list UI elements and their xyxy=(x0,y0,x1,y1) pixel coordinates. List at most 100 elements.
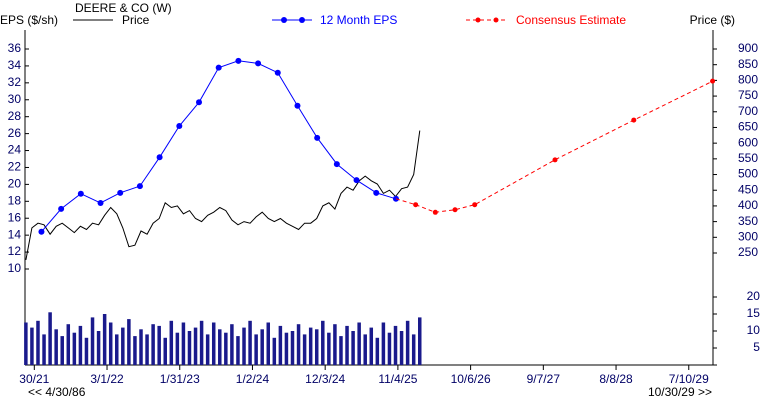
series-point xyxy=(255,60,262,67)
y-tick-label: 34 xyxy=(8,58,22,72)
volume-bar xyxy=(24,322,28,365)
volume-bar xyxy=(175,332,180,365)
volume-bar xyxy=(48,312,52,365)
volume-bar xyxy=(96,331,101,365)
chart-title: DEERE & CO (W) xyxy=(75,1,172,15)
series-point xyxy=(136,183,143,190)
x-tick-label: 10/6/26 xyxy=(451,372,491,386)
future-link[interactable]: 10/30/29 >> xyxy=(648,385,712,399)
x-tick-label: 9/7/27 xyxy=(527,372,561,386)
series-point xyxy=(176,123,183,129)
volume-bar xyxy=(272,337,277,365)
x-tick-label: 1/2/24 xyxy=(236,372,270,386)
series-point xyxy=(294,102,301,109)
volume-bar xyxy=(42,334,46,365)
y2-tick-label: 850 xyxy=(738,57,758,71)
legend-marker xyxy=(475,17,481,23)
volume-bar xyxy=(127,319,131,365)
volume-bar xyxy=(115,334,119,365)
volume-tick-label: 10000 xyxy=(747,323,760,337)
volume-bar xyxy=(381,322,386,365)
y-tick-label: 22 xyxy=(8,160,22,174)
volume-bar xyxy=(284,332,289,365)
series-point xyxy=(58,205,65,212)
series-point xyxy=(156,154,163,161)
volume-bar xyxy=(60,336,64,365)
x-tick-label: 30/21 xyxy=(19,372,49,386)
series-point xyxy=(432,209,438,215)
volume-tick-label: 5000 xyxy=(753,340,760,354)
series-point xyxy=(38,228,45,235)
volume-bar xyxy=(278,325,283,365)
series-point xyxy=(215,64,222,71)
volume-bar xyxy=(84,337,89,365)
legend-label: 12 Month EPS xyxy=(320,13,397,27)
volume-bar xyxy=(108,322,113,365)
series-point xyxy=(452,207,458,213)
volume-bar xyxy=(321,320,325,365)
volume-bar xyxy=(314,329,319,365)
volume-bar xyxy=(339,336,343,365)
volume-bar xyxy=(90,317,95,365)
volume-bar xyxy=(151,324,155,365)
volume-bar xyxy=(363,334,367,365)
y2-tick-label: 750 xyxy=(738,88,758,102)
volume-bar xyxy=(36,320,40,365)
volume-bar xyxy=(169,320,174,365)
y-tick-label: 16 xyxy=(8,210,22,224)
legend-label: Price xyxy=(122,13,150,27)
y2-tick-label: 300 xyxy=(738,229,758,243)
x-tick-label: 11/4/25 xyxy=(378,372,417,386)
volume-bar xyxy=(193,327,198,365)
volume-bar xyxy=(333,324,337,365)
x-tick-label: 3/1/22 xyxy=(90,372,124,386)
volume-bar xyxy=(260,329,264,365)
series-line xyxy=(25,130,421,260)
series-point xyxy=(472,202,478,208)
y-tick-label: 12 xyxy=(8,244,22,258)
volume-bar xyxy=(345,325,349,365)
y2-tick-label: 800 xyxy=(738,73,758,87)
volume-tick-label: 15000 xyxy=(747,306,760,320)
volume-bar xyxy=(199,320,204,365)
volume-bar xyxy=(242,327,246,365)
series-point xyxy=(373,189,380,196)
series-point xyxy=(314,134,321,141)
volume-bar xyxy=(145,334,149,365)
x-tick-label: 12/3/24 xyxy=(305,372,345,386)
x-tick-label: 1/31/23 xyxy=(160,372,200,386)
volume-bar xyxy=(181,322,186,365)
y2-tick-label: 550 xyxy=(738,151,758,165)
series-point xyxy=(235,57,242,64)
y2-tick-label: 600 xyxy=(738,135,758,149)
volume-bar xyxy=(308,327,313,365)
series-line xyxy=(415,80,713,213)
y2-tick-label: 250 xyxy=(738,245,758,259)
volume-bar xyxy=(357,322,361,365)
volume-bar xyxy=(405,320,410,365)
series-point xyxy=(631,117,637,123)
y2-tick-label: 450 xyxy=(738,182,758,196)
volume-bar xyxy=(266,322,271,365)
x-tick-label: 8/8/28 xyxy=(599,372,633,386)
legend-marker xyxy=(493,17,499,23)
estimate-connector xyxy=(395,198,416,206)
y-tick-label: 20 xyxy=(8,177,22,191)
volume-bar xyxy=(78,325,83,365)
volume-bar xyxy=(187,331,192,365)
volume-bar xyxy=(399,331,404,365)
series-point xyxy=(117,189,124,196)
volume-bar xyxy=(369,327,374,365)
volume-bar xyxy=(411,334,416,365)
volume-bar xyxy=(254,334,258,365)
y-tick-label: 26 xyxy=(8,126,22,140)
y-tick-label: 32 xyxy=(8,75,22,89)
volume-bar xyxy=(54,329,58,365)
volume-bar xyxy=(218,329,222,365)
history-link[interactable]: << 4/30/86 xyxy=(28,385,86,399)
y-tick-label: 36 xyxy=(8,41,22,55)
volume-bar xyxy=(157,325,161,365)
volume-bar xyxy=(224,332,228,365)
series-line xyxy=(41,60,397,233)
